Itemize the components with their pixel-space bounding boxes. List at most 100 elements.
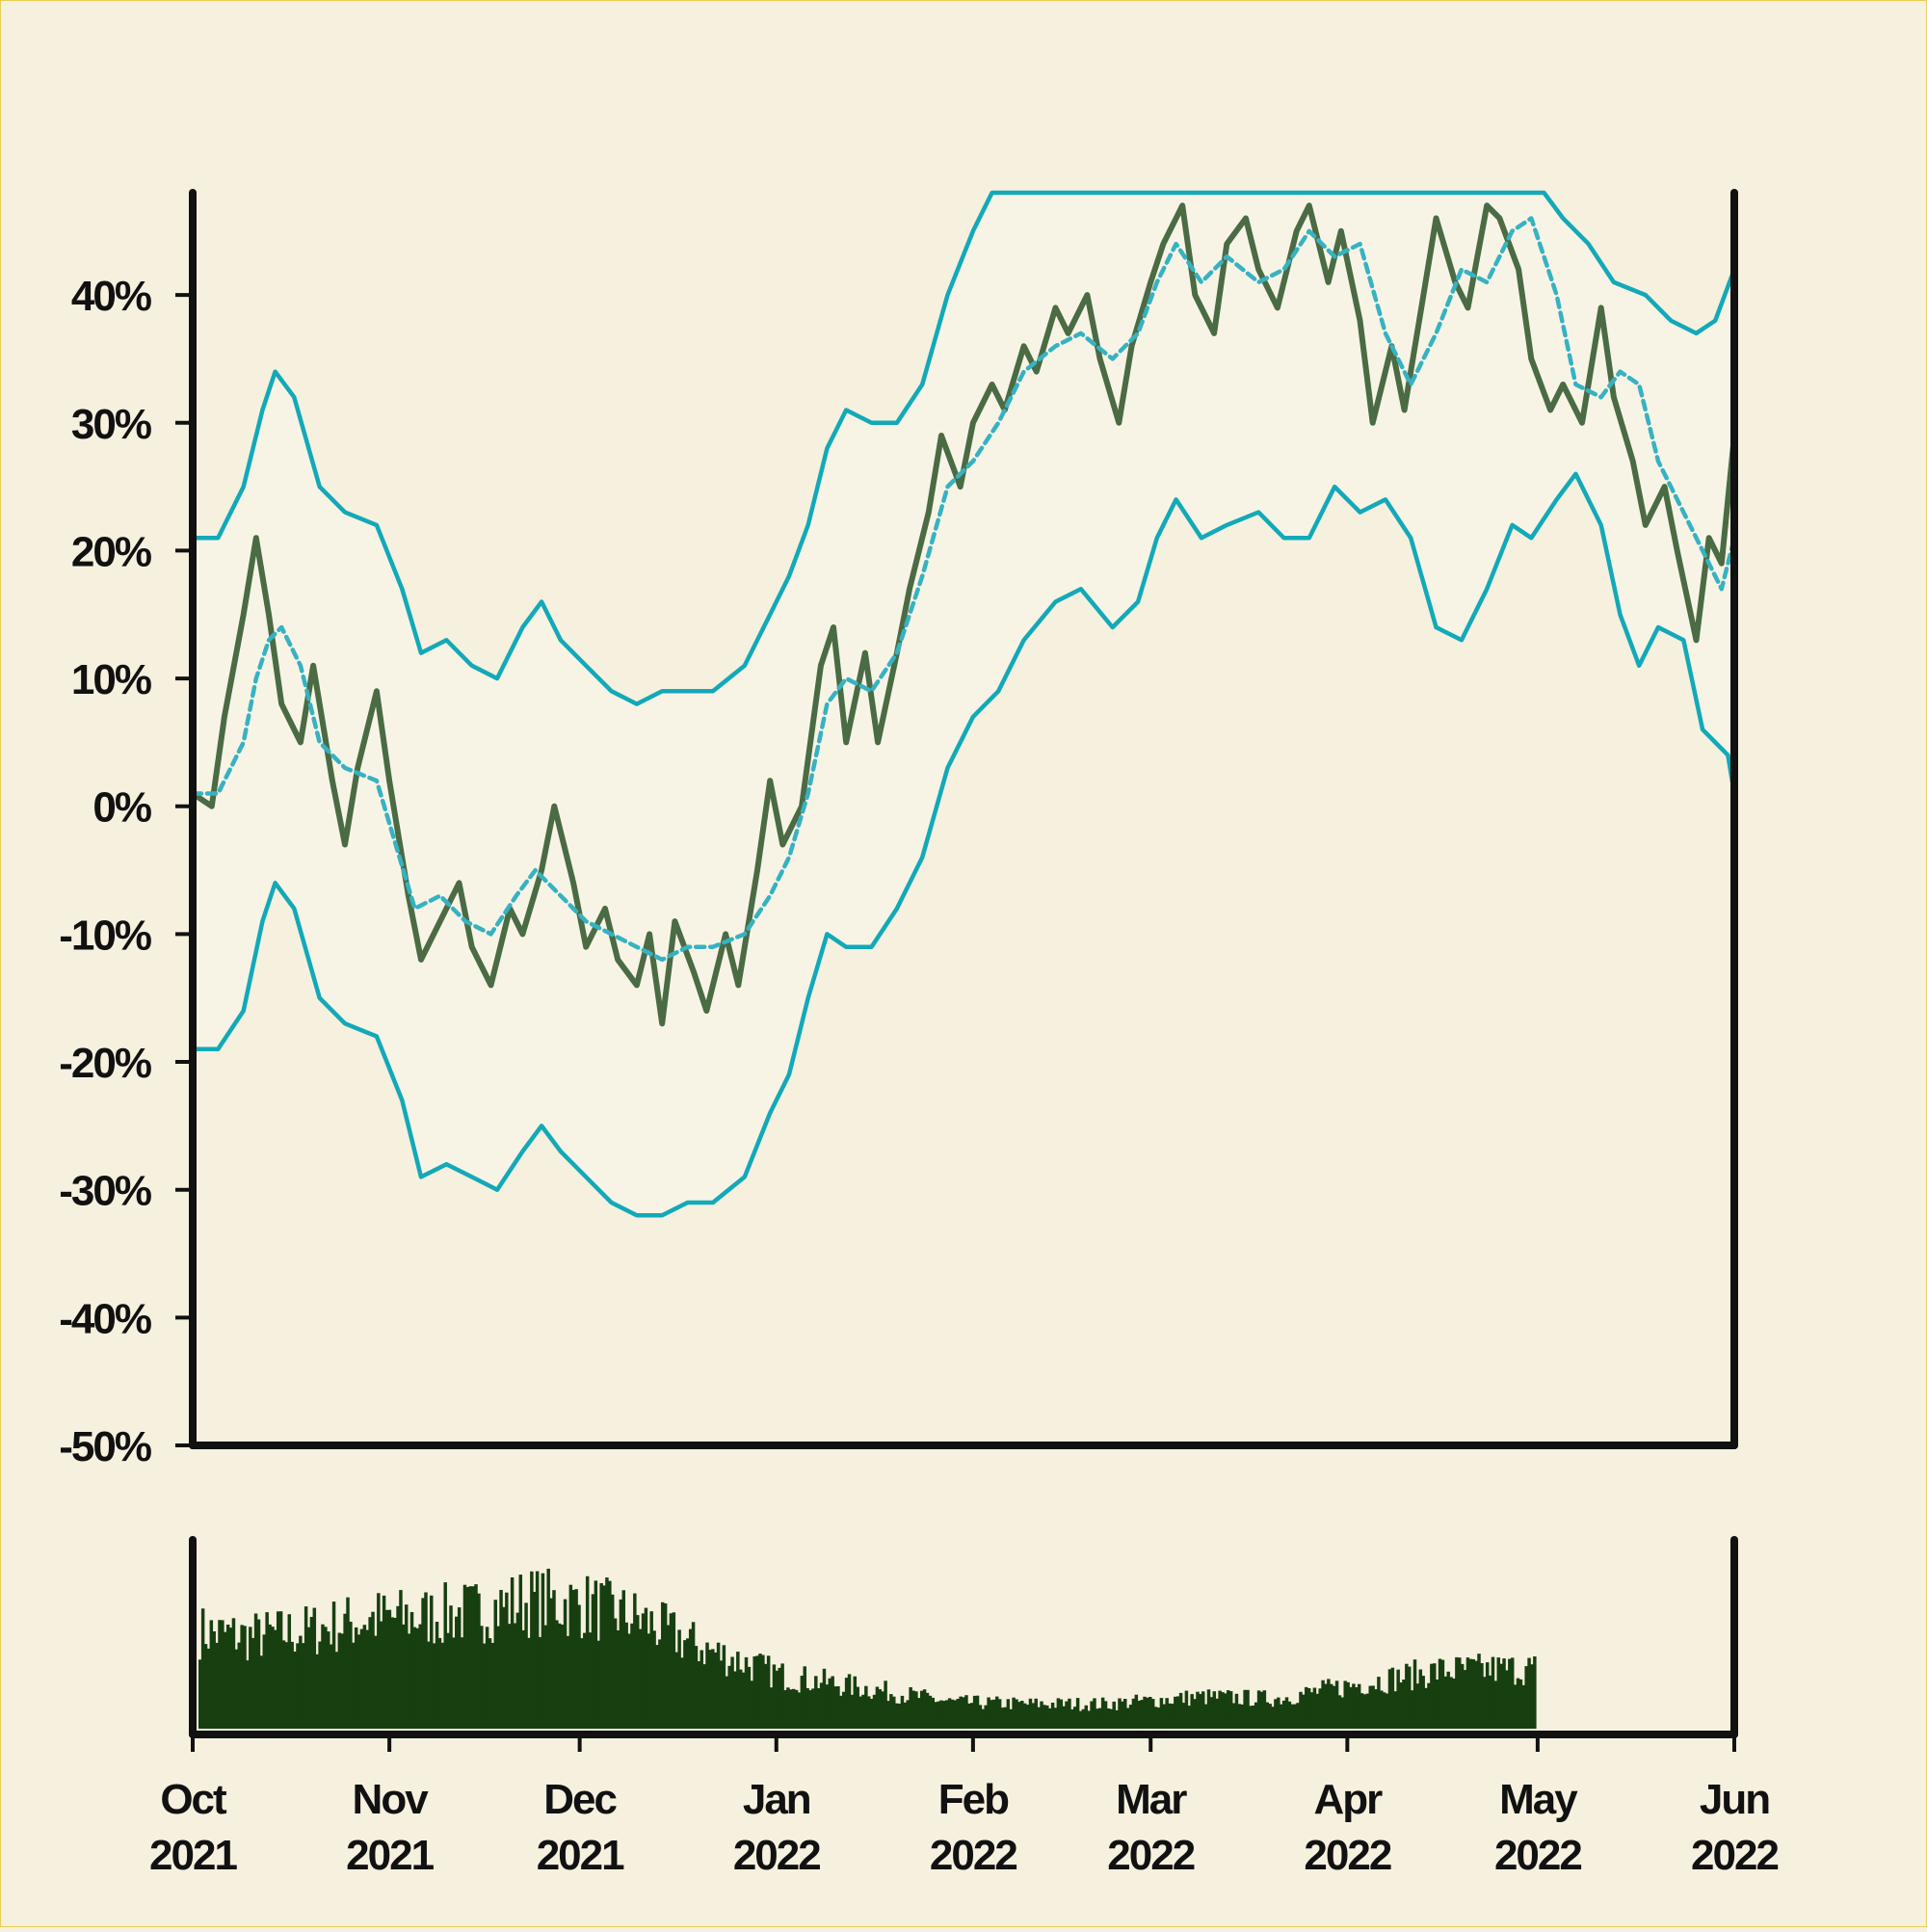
- volume-bar: [1412, 1659, 1417, 1729]
- volume-bar: [337, 1632, 342, 1729]
- volume-bar: [530, 1571, 534, 1729]
- volume-bar: [1254, 1702, 1258, 1729]
- volume-bar: [1332, 1685, 1336, 1729]
- volume-bar: [271, 1627, 275, 1729]
- volume-bar: [571, 1590, 575, 1729]
- volume-bar: [580, 1638, 584, 1729]
- volume-bar: [897, 1704, 902, 1729]
- volume-bar: [1240, 1704, 1244, 1729]
- volume-bar: [293, 1652, 297, 1729]
- volume-bar: [808, 1690, 812, 1729]
- volume-bar: [415, 1628, 420, 1729]
- volume-bar: [493, 1600, 498, 1729]
- volume-bar: [521, 1629, 525, 1729]
- x-tick-label-year: 2021: [537, 1832, 624, 1879]
- volume-bar: [1109, 1708, 1114, 1729]
- volume-bar: [399, 1590, 403, 1729]
- volume-bar: [917, 1698, 921, 1729]
- volume-bar: [811, 1688, 815, 1729]
- volume-bar: [1234, 1693, 1239, 1729]
- volume-bar: [443, 1582, 447, 1729]
- volume-bar: [432, 1643, 436, 1729]
- volume-bar: [515, 1612, 520, 1729]
- y-tick-label: -40%: [59, 1295, 151, 1342]
- volume-bar: [903, 1702, 908, 1729]
- volume-bar: [700, 1650, 703, 1729]
- volume-bar: [697, 1661, 701, 1729]
- volume-bar: [864, 1685, 868, 1729]
- volume-bar: [1118, 1698, 1122, 1729]
- volume-bar: [688, 1628, 693, 1729]
- x-tick-label-month: Apr: [1313, 1776, 1383, 1823]
- volume-bar: [430, 1595, 434, 1729]
- volume-bar: [747, 1666, 752, 1729]
- volume-bar: [783, 1690, 787, 1729]
- volume-bar: [956, 1699, 961, 1729]
- volume-bar: [1262, 1690, 1267, 1729]
- volume-bar: [683, 1640, 687, 1729]
- volume-bar: [1020, 1701, 1024, 1729]
- volume-bar: [1022, 1703, 1027, 1729]
- volume-bar: [658, 1639, 662, 1729]
- volume-bar: [1178, 1692, 1183, 1729]
- volume-bar: [1387, 1669, 1392, 1729]
- volume-bar: [1438, 1658, 1442, 1729]
- volume-bar: [1150, 1699, 1155, 1729]
- volume-bar: [296, 1643, 300, 1729]
- volume-bar: [1443, 1676, 1448, 1729]
- volume-bar: [984, 1705, 988, 1729]
- volume-bar: [215, 1642, 219, 1729]
- volume-bar: [1231, 1703, 1236, 1729]
- volume-bar: [209, 1620, 214, 1729]
- volume-bar: [281, 1640, 286, 1729]
- volume-bar: [1449, 1677, 1453, 1729]
- x-tick-label-year: 2022: [1304, 1832, 1390, 1879]
- volume-bar: [299, 1635, 303, 1729]
- volume-bar: [881, 1691, 884, 1729]
- volume-bar: [847, 1674, 852, 1729]
- y-axis-ticks: 40% 30% 20% 10% 0% -10% -20% -30% -40% -50%: [59, 273, 193, 1470]
- volume-bar: [460, 1637, 464, 1729]
- volume-bar: [527, 1637, 531, 1729]
- volume-bar: [869, 1699, 874, 1729]
- volume-bar: [875, 1686, 880, 1729]
- volume-bar: [278, 1611, 283, 1729]
- volume-bar: [315, 1654, 319, 1729]
- volume-bar: [533, 1592, 537, 1729]
- upper-band-line: [190, 190, 1737, 706]
- lower-band-line: [190, 471, 1737, 1218]
- volume-bar: [669, 1613, 673, 1729]
- volume-bar: [1137, 1701, 1141, 1729]
- y-tick-label: 0%: [92, 784, 150, 832]
- volume-bar: [914, 1691, 918, 1729]
- volume-bar: [1084, 1705, 1089, 1729]
- axes-layer: [189, 189, 1738, 1738]
- volume-bar: [1040, 1701, 1043, 1729]
- x-tick-label-month: Nov: [353, 1776, 430, 1823]
- volume-bar: [1028, 1698, 1033, 1729]
- volume-bar: [624, 1622, 628, 1729]
- volume-bar: [1307, 1688, 1311, 1729]
- volume-bar: [975, 1695, 980, 1729]
- volume-bar: [1524, 1666, 1528, 1729]
- volume-bar: [327, 1631, 330, 1729]
- volume-bar: [1156, 1707, 1161, 1729]
- x-tick-label-month: Oct: [160, 1776, 227, 1823]
- volume-bar: [1355, 1687, 1359, 1729]
- band-layer: [193, 193, 1734, 1216]
- volume-bar: [1533, 1656, 1537, 1729]
- volume-bar: [1505, 1670, 1509, 1729]
- volume-bar: [744, 1656, 749, 1729]
- volume-bar: [1115, 1709, 1119, 1729]
- volume-bar: [791, 1688, 796, 1729]
- volume-bar: [1393, 1691, 1398, 1729]
- volume-bar: [686, 1638, 690, 1729]
- volume-bar: [1025, 1705, 1030, 1729]
- volume-bar: [1277, 1697, 1280, 1729]
- volume-bar: [1357, 1683, 1361, 1729]
- volume-bar: [800, 1676, 805, 1729]
- volume-bar: [1015, 1699, 1018, 1729]
- volume-bar: [833, 1686, 837, 1729]
- volume-bar: [641, 1613, 646, 1729]
- volume-bar: [563, 1599, 568, 1729]
